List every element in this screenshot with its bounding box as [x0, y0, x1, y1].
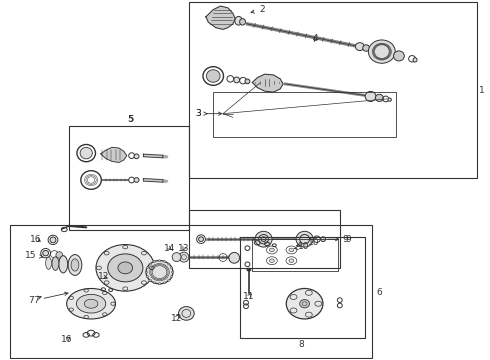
Ellipse shape: [247, 268, 251, 271]
Bar: [10, 225, 372, 357]
Ellipse shape: [153, 282, 156, 284]
Ellipse shape: [134, 178, 139, 182]
Ellipse shape: [172, 271, 174, 273]
Ellipse shape: [234, 77, 240, 83]
Ellipse shape: [80, 147, 92, 159]
Ellipse shape: [261, 237, 266, 242]
Ellipse shape: [179, 252, 189, 262]
Ellipse shape: [146, 267, 148, 269]
Ellipse shape: [270, 248, 274, 252]
Polygon shape: [163, 180, 168, 182]
Ellipse shape: [59, 256, 68, 273]
Text: 1: 1: [479, 86, 485, 95]
Ellipse shape: [108, 254, 143, 282]
Ellipse shape: [168, 279, 170, 281]
Ellipse shape: [289, 259, 294, 262]
Ellipse shape: [149, 279, 151, 281]
Ellipse shape: [158, 283, 161, 284]
Polygon shape: [144, 179, 163, 182]
Ellipse shape: [172, 253, 181, 262]
Bar: [69, 126, 189, 230]
Text: 9: 9: [343, 235, 348, 244]
Ellipse shape: [365, 91, 376, 102]
Text: 3: 3: [196, 109, 207, 118]
Ellipse shape: [393, 51, 404, 61]
Ellipse shape: [67, 288, 116, 319]
Ellipse shape: [198, 237, 203, 242]
Text: 2: 2: [251, 5, 265, 14]
Text: 16: 16: [30, 235, 42, 244]
Text: 12: 12: [171, 314, 182, 323]
Bar: [252, 239, 338, 271]
Bar: [240, 237, 365, 338]
Ellipse shape: [52, 257, 59, 270]
Ellipse shape: [355, 42, 364, 50]
Bar: [189, 3, 477, 178]
Text: 8: 8: [298, 340, 304, 349]
Ellipse shape: [168, 263, 170, 265]
Ellipse shape: [270, 259, 274, 262]
Ellipse shape: [240, 19, 245, 25]
Ellipse shape: [296, 231, 313, 247]
Ellipse shape: [286, 288, 323, 319]
Ellipse shape: [146, 276, 148, 278]
Ellipse shape: [158, 260, 161, 262]
Ellipse shape: [68, 255, 82, 275]
Ellipse shape: [171, 276, 173, 278]
Text: 11: 11: [243, 292, 255, 301]
Ellipse shape: [163, 282, 166, 284]
Text: 4: 4: [313, 34, 318, 43]
Ellipse shape: [50, 237, 56, 243]
Text: 7: 7: [33, 292, 68, 305]
Text: 7: 7: [28, 296, 41, 305]
Ellipse shape: [375, 94, 383, 102]
Polygon shape: [144, 154, 163, 158]
Polygon shape: [101, 147, 127, 162]
Ellipse shape: [171, 267, 173, 269]
Ellipse shape: [149, 263, 151, 265]
Ellipse shape: [46, 257, 51, 269]
Polygon shape: [163, 155, 168, 158]
Text: 12: 12: [98, 272, 109, 281]
Ellipse shape: [255, 231, 272, 247]
Polygon shape: [206, 6, 235, 30]
Text: 14: 14: [164, 244, 175, 253]
Ellipse shape: [289, 248, 294, 252]
Ellipse shape: [71, 259, 79, 271]
Text: 6: 6: [376, 288, 382, 297]
Ellipse shape: [76, 294, 106, 313]
Bar: [189, 211, 340, 268]
Ellipse shape: [84, 299, 98, 308]
Text: 15: 15: [25, 251, 43, 260]
Ellipse shape: [118, 262, 133, 274]
Ellipse shape: [146, 261, 173, 284]
Ellipse shape: [300, 300, 310, 308]
Ellipse shape: [321, 237, 326, 242]
Ellipse shape: [163, 261, 166, 262]
Ellipse shape: [363, 45, 369, 51]
Ellipse shape: [178, 307, 194, 320]
Ellipse shape: [229, 252, 240, 263]
Ellipse shape: [134, 154, 139, 159]
Ellipse shape: [153, 261, 156, 262]
Ellipse shape: [388, 98, 392, 101]
Ellipse shape: [413, 58, 417, 62]
Text: 10: 10: [296, 238, 319, 247]
Ellipse shape: [43, 251, 49, 256]
Text: 3: 3: [196, 109, 222, 118]
Text: 5: 5: [127, 114, 133, 123]
Ellipse shape: [145, 271, 147, 273]
Text: 10: 10: [294, 242, 309, 251]
Text: 13: 13: [178, 244, 190, 253]
Polygon shape: [252, 74, 283, 92]
Ellipse shape: [245, 79, 250, 84]
Text: 9: 9: [327, 235, 351, 244]
Bar: [213, 92, 396, 137]
Ellipse shape: [206, 70, 220, 82]
Ellipse shape: [368, 40, 395, 63]
Ellipse shape: [56, 252, 63, 258]
Ellipse shape: [235, 17, 243, 25]
Text: 16: 16: [61, 335, 73, 344]
Ellipse shape: [96, 244, 155, 291]
